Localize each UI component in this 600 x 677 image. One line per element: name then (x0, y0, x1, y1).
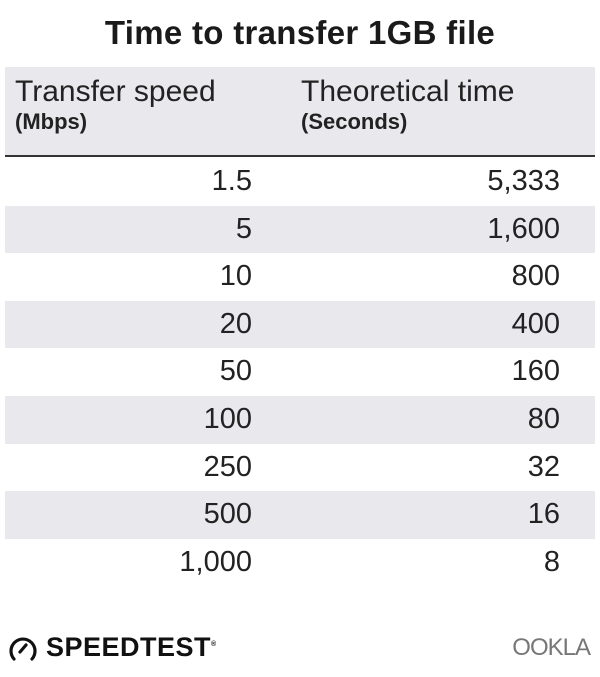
cell-theoretical-time: 32 (527, 450, 560, 483)
cell-transfer-speed: 20 (219, 307, 252, 340)
speedometer-icon (9, 636, 37, 661)
table-row: 500 16 (5, 491, 595, 539)
table-row: 20 400 (5, 300, 595, 349)
header-label: Theoretical time (301, 75, 515, 108)
chart-title: Time to transfer 1GB file (104, 14, 496, 51)
header-transfer-speed: Transfer speed (Mbps) (15, 75, 216, 135)
header-unit: (Mbps) (15, 109, 88, 134)
cell-transfer-speed: 1.5 (211, 165, 252, 197)
cell-transfer-speed: 100 (203, 402, 252, 435)
cell-transfer-speed: 250 (203, 450, 252, 483)
cell-transfer-speed: 5 (235, 212, 252, 245)
header-label: Transfer speed (15, 75, 216, 108)
table-row: 1,000 8 (5, 539, 595, 587)
table-row: 1.5 5,333 (5, 158, 595, 206)
speedtest-wordmark: SPEEDTEST (46, 632, 212, 662)
table-row: 10 800 (5, 253, 595, 301)
cell-transfer-speed: 500 (203, 498, 252, 531)
cell-transfer-speed: 1,000 (179, 545, 252, 578)
ookla-logo: OOKLA (512, 634, 591, 661)
cell-theoretical-time: 1,600 (487, 212, 560, 245)
cell-theoretical-time: 16 (527, 498, 560, 531)
cell-transfer-speed: 10 (219, 260, 252, 293)
header-theoretical-time: Theoretical time (Seconds) (301, 75, 514, 135)
cell-theoretical-time: 5,333 (487, 165, 560, 197)
registered-mark: ® (211, 641, 217, 648)
header-unit: (Seconds) (301, 109, 408, 134)
table-header: Transfer speed (Mbps) Theoretical time (… (5, 67, 595, 157)
table-row: 250 32 (5, 444, 595, 492)
cell-transfer-speed: 50 (219, 355, 252, 388)
cell-theoretical-time: 400 (511, 307, 560, 340)
cell-theoretical-time: 80 (527, 402, 560, 435)
speedtest-logo: SPEEDTEST® (8, 632, 217, 663)
table-row: 100 80 (5, 395, 595, 444)
cell-theoretical-time: 800 (511, 260, 560, 293)
cell-theoretical-time: 160 (511, 355, 560, 388)
cell-theoretical-time: 8 (543, 545, 560, 578)
table-row: 50 160 (5, 348, 595, 396)
table-row: 5 1,600 (5, 205, 595, 254)
table-body: 1.5 5,333 5 1,600 10 800 20 400 50 160 100 80 250 32 5… (5, 158, 595, 586)
